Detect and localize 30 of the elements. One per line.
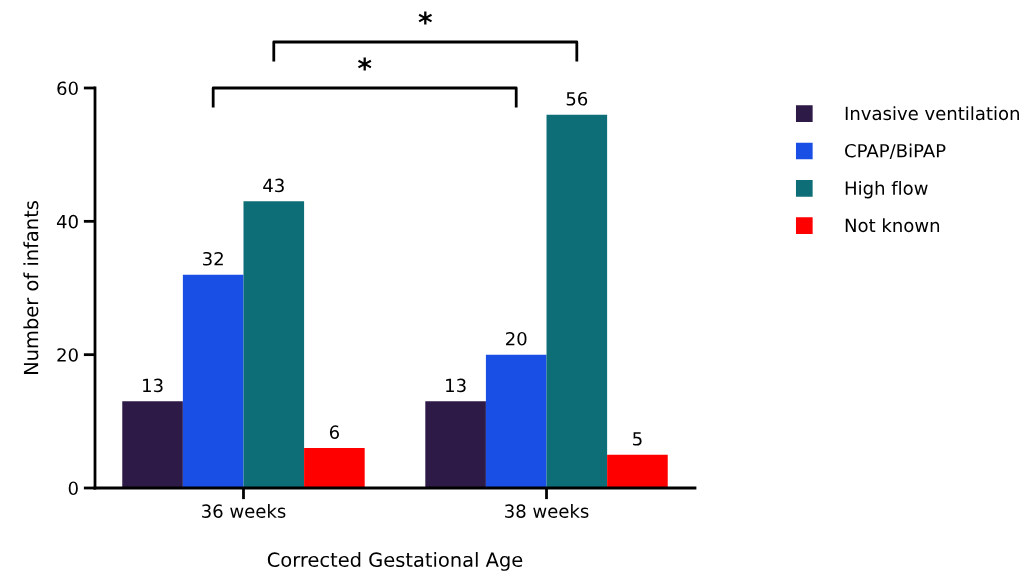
bar xyxy=(243,201,305,488)
data-label: 13 xyxy=(446,378,466,393)
bar xyxy=(607,454,668,488)
data-label: 32 xyxy=(203,251,223,266)
legend-label: CPAP/BiPAP xyxy=(845,143,946,159)
legend-label: Invasive ventilation xyxy=(845,106,1019,121)
y-axis-title: Number of infants xyxy=(23,201,39,374)
legend-label: Not known xyxy=(845,218,940,233)
y-tick-label: 60 xyxy=(57,81,78,96)
data-label: 13 xyxy=(143,378,163,393)
text: * xyxy=(418,11,433,25)
y-tick-label: 40 xyxy=(56,214,78,229)
x-tick-label: 38 weeks xyxy=(505,503,589,518)
data-label: 6 xyxy=(329,425,339,439)
y-tick-label: 0 xyxy=(68,481,78,496)
data-label: 43 xyxy=(263,178,284,193)
legend-label: High flow xyxy=(845,180,928,199)
data-label: 5 xyxy=(633,432,642,446)
y-tick-label: 20 xyxy=(57,348,78,362)
bar xyxy=(546,114,608,488)
x-tick-label: 36 weeks xyxy=(202,503,286,518)
data-label: 56 xyxy=(566,91,588,106)
text: * xyxy=(357,57,372,71)
data-label: 20 xyxy=(506,331,527,346)
bar xyxy=(182,274,244,488)
bar xyxy=(304,448,365,488)
bar xyxy=(485,354,547,488)
bar xyxy=(122,401,183,488)
bar xyxy=(425,401,486,488)
x-axis-title: Corrected Gestational Age xyxy=(267,552,523,571)
